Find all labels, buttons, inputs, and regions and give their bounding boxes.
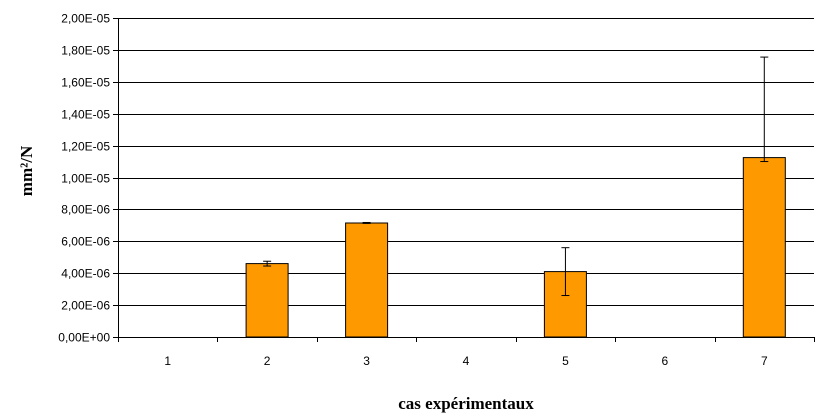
y-axis-title: mm²/N <box>17 145 36 196</box>
x-tick-label: 6 <box>662 354 669 368</box>
axes <box>113 18 815 342</box>
x-tick-label: 1 <box>164 354 171 368</box>
x-tick-label: 5 <box>562 354 569 368</box>
bar <box>245 263 289 338</box>
y-tick-label: 1,20E-05 <box>61 140 110 154</box>
x-tick-label: 7 <box>761 354 768 368</box>
y-tick-label: 8,00E-06 <box>61 203 110 217</box>
y-tick-label: 2,00E-05 <box>61 12 110 26</box>
y-tick-label: 0,00E+00 <box>58 331 110 345</box>
x-tick-label: 3 <box>363 354 370 368</box>
y-tick-label: 1,40E-05 <box>61 108 110 122</box>
y-tick-label: 2,00E-06 <box>61 299 110 313</box>
x-tick-label: 2 <box>264 354 271 368</box>
y-tick-label: 4,00E-06 <box>61 267 110 281</box>
bar <box>742 157 786 338</box>
error-bars <box>263 56 769 297</box>
bars <box>164 157 786 338</box>
y-tick-label: 6,00E-06 <box>61 235 110 249</box>
y-tick-label: 1,60E-05 <box>61 76 110 90</box>
tick-labels: 0,00E+00 2,00E-06 4,00E-06 6,00E-06 8,00E-06… <box>58 12 768 369</box>
x-axis-title: cas expérimentaux <box>398 394 534 413</box>
gridlines <box>118 18 814 306</box>
bar <box>345 222 389 338</box>
y-tick-label: 1,00E-05 <box>61 172 110 186</box>
y-tick-label: 1,80E-05 <box>61 44 110 58</box>
x-tick-label: 4 <box>463 354 470 368</box>
